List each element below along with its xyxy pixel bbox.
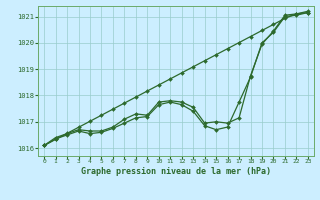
X-axis label: Graphe pression niveau de la mer (hPa): Graphe pression niveau de la mer (hPa) bbox=[81, 167, 271, 176]
